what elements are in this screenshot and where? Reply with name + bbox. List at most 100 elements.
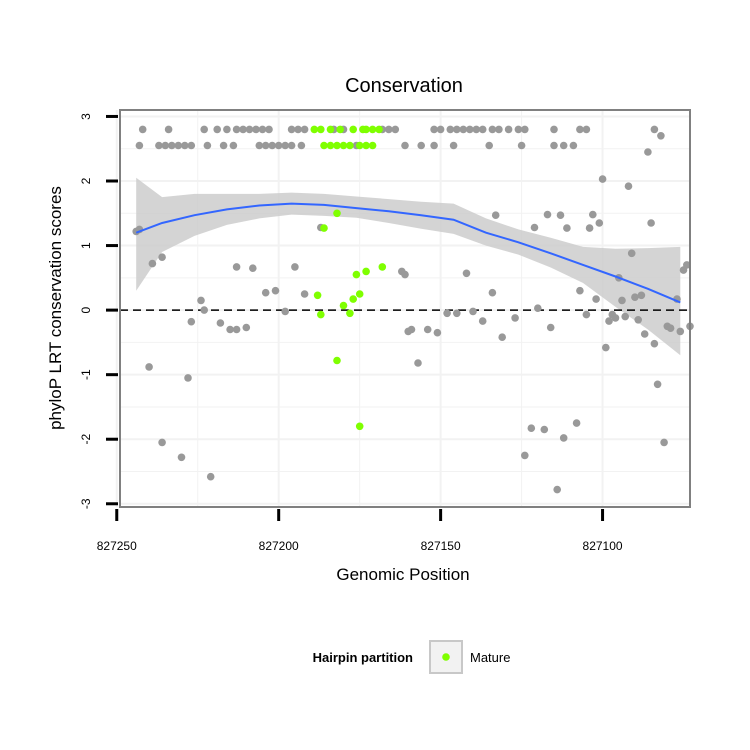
- x-tick-label: 827100: [583, 539, 623, 553]
- other-point: [274, 141, 283, 150]
- other-point: [158, 253, 166, 261]
- other-point: [138, 125, 147, 134]
- other-point: [148, 259, 157, 268]
- legend-title: Hairpin partition: [313, 650, 413, 665]
- other-point: [300, 125, 309, 134]
- other-point: [291, 263, 299, 271]
- other-point: [443, 309, 451, 318]
- other-point: [287, 125, 296, 134]
- chart-title: Conservation: [345, 75, 463, 97]
- other-point: [391, 125, 400, 134]
- mature-point: [375, 125, 383, 134]
- mature-point: [326, 141, 335, 150]
- y-axis-label: phyloP LRT conservation scores: [46, 186, 65, 430]
- other-point: [158, 438, 166, 447]
- other-point: [621, 312, 629, 321]
- other-point: [495, 125, 503, 134]
- other-point: [297, 141, 306, 150]
- other-point: [430, 141, 438, 150]
- other-point: [287, 141, 296, 150]
- other-point: [261, 288, 270, 297]
- mature-point: [368, 141, 377, 150]
- other-point: [543, 210, 552, 219]
- other-point: [550, 141, 558, 150]
- mature-point: [346, 309, 354, 318]
- mature-point: [317, 310, 325, 319]
- other-point: [433, 328, 442, 337]
- axes: 827250 827200 827150 827100 3 2 1 0 -1 -2 -3: [79, 113, 623, 553]
- y-tick-label: 2: [79, 177, 93, 184]
- other-point: [485, 141, 494, 150]
- smooth-line: [135, 202, 681, 304]
- other-point: [181, 141, 189, 150]
- other-point: [514, 125, 523, 134]
- plot-border: [119, 109, 691, 508]
- mature-point: [320, 224, 328, 232]
- other-point: [553, 485, 561, 494]
- x-tick-label: 827200: [259, 539, 299, 553]
- other-point: [281, 307, 290, 316]
- y-tick-label: -1: [79, 369, 93, 380]
- legend: Hairpin partition Mature: [313, 640, 510, 674]
- other-point: [627, 249, 636, 258]
- other-point: [206, 472, 215, 481]
- other-point: [592, 295, 600, 303]
- mature-point: [355, 422, 364, 431]
- other-point: [281, 141, 290, 150]
- mature-point: [346, 141, 354, 150]
- other-point: [232, 325, 241, 334]
- other-point: [174, 141, 183, 150]
- mature-point: [349, 295, 358, 303]
- other-point: [602, 343, 610, 352]
- other-point: [556, 211, 565, 219]
- other-point: [517, 141, 526, 150]
- other-point: [683, 261, 691, 269]
- mature-point: [378, 263, 387, 271]
- other-point: [453, 125, 461, 134]
- other-point: [527, 424, 536, 433]
- other-point: [436, 125, 445, 134]
- other-point: [572, 419, 581, 427]
- other-point: [657, 132, 665, 140]
- other-point: [249, 264, 257, 273]
- y-tick-label: 3: [79, 113, 93, 120]
- other-point: [223, 125, 231, 134]
- other-point: [469, 307, 477, 316]
- mature-point: [362, 125, 370, 134]
- other-point: [582, 125, 591, 134]
- other-point: [576, 125, 584, 134]
- other-point: [631, 293, 639, 302]
- other-point: [252, 125, 260, 134]
- other-point: [430, 125, 438, 134]
- legend-key-mature-point: [442, 653, 450, 661]
- other-point: [155, 141, 163, 150]
- mature-point: [326, 125, 335, 134]
- mature-point: [355, 290, 364, 298]
- other-point: [478, 125, 487, 134]
- other-point: [232, 263, 241, 271]
- other-point: [446, 125, 455, 134]
- other-point: [184, 374, 192, 382]
- other-point: [559, 141, 568, 150]
- other-point: [589, 210, 597, 219]
- other-point: [624, 182, 633, 190]
- mature-point: [317, 125, 325, 134]
- other-point: [300, 290, 309, 298]
- y-tick-label: 0: [79, 306, 93, 313]
- other-point: [271, 286, 280, 295]
- other-point: [216, 319, 225, 327]
- other-point: [294, 125, 302, 134]
- x-tick-label: 827150: [421, 539, 461, 553]
- y-tick-label: -2: [79, 434, 93, 445]
- other-point: [647, 219, 655, 227]
- mature-point: [333, 141, 341, 150]
- other-point: [550, 125, 558, 134]
- mature-point: [320, 141, 328, 150]
- other-point: [585, 224, 594, 232]
- other-point: [414, 359, 422, 367]
- mature-point: [336, 125, 345, 134]
- other-point: [611, 314, 620, 322]
- other-point: [644, 148, 652, 156]
- other-point: [605, 317, 613, 325]
- other-point: [498, 333, 507, 342]
